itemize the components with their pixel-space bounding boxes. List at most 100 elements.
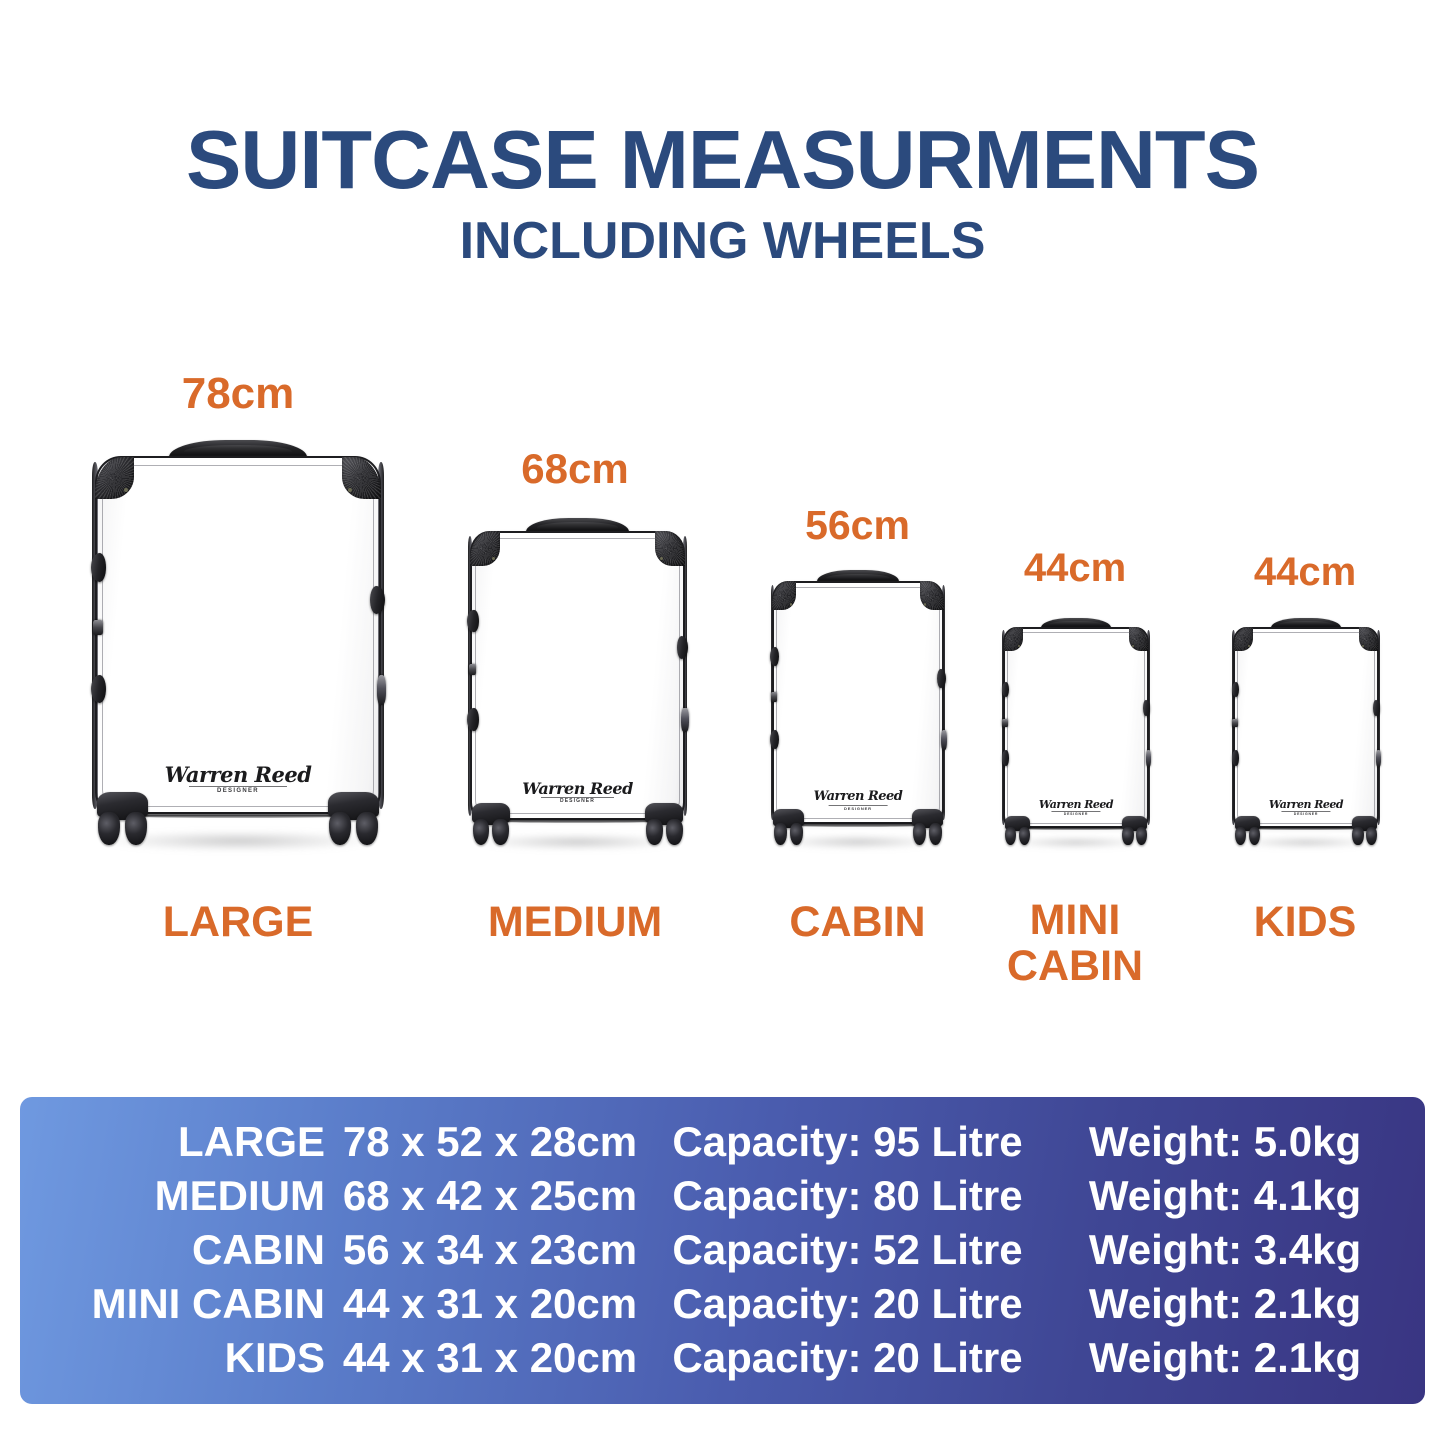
suitcase-name-kids: KIDS [1253,898,1357,946]
caster-wheel-left [1234,815,1261,845]
corner-protector-top-right-icon [1128,627,1149,652]
table-row: MINI CABIN 44 x 31 x 20cm Capacity: 20 L… [20,1283,1425,1337]
wheel-icon [912,822,927,845]
side-bumper-lower-left [769,729,779,749]
corner-protector-top-right-icon [920,581,944,611]
zipper-pull-icon [681,707,689,733]
shell-edge-left [468,535,473,816]
lock-icon [1002,719,1008,728]
wheel-icon [472,818,490,845]
suitcase-name-line1: LARGE [162,898,314,946]
shell-edge-left [1232,630,1235,825]
spec-table: LARGE 78 x 52 x 28cm Capacity: 95 Litre … [20,1097,1425,1404]
lock-icon [1232,719,1238,728]
side-bumper-right [1142,699,1151,716]
suitcase-image-mini-cabin[interactable]: Warren Reed DESIGNER [1000,618,1152,849]
shell-edge-right [682,535,687,816]
shell-base-strip [1242,826,1370,831]
wheel-icon [1018,826,1030,845]
zipper-pull-icon [376,674,387,706]
wheel-icon [1365,826,1377,845]
lock-icon [770,692,777,703]
table-row: CABIN 56 x 34 x 23cm Capacity: 52 Litre … [20,1229,1425,1283]
suitcase-slot-large[interactable]: 78cm Warren Reed DESIGNER [78,0,398,1000]
size-label-kids: 44cm [1253,550,1357,594]
table-row: LARGE 78 x 52 x 28cm Capacity: 95 Litre … [20,1121,1425,1175]
suitcase-slot-cabin[interactable]: 56cm Warren Reed DESIGNER [745,0,970,1000]
spec-name: KIDS [224,1334,325,1381]
top-handle [525,518,630,535]
suitcase-image-medium[interactable]: Warren Reed DESIGNER [465,518,690,850]
caster-wheel-left [471,802,510,845]
shell-edge-right [1147,630,1150,825]
side-bumper-lower-left [467,707,479,731]
corner-protector-top-left-icon [1003,627,1024,652]
spec-dims: 44 x 31 x 20cm [342,1334,638,1381]
spec-name: MEDIUM [154,1172,325,1219]
wheel-icon [789,822,804,845]
shell-edge-left [770,585,774,821]
caster-wheel-right [912,809,943,845]
side-bumper-right [937,669,947,689]
suitcase-slot-medium[interactable]: 68cm Warren Reed DESIGNER [440,0,710,1000]
side-bumper-right [370,585,385,615]
wheel-set [1000,815,1152,845]
suitcase-name-cabin: CABIN [789,899,925,946]
suitcase-name-line2: CABIN [1006,941,1144,990]
spec-dims: 56 x 34 x 23cm [342,1226,638,1273]
suitcase-shadow [478,833,677,850]
suitcase-slot-mini-cabin[interactable]: 44cm Warren Reed DESIGNER [985,0,1165,1000]
shell-edge-right [1377,630,1380,825]
zipper-pull-icon [941,729,947,751]
suitcase-shell [470,531,685,820]
wheel-icon [329,812,352,845]
spec-capacity: Capacity: 20 Litre [672,1280,1023,1327]
suitcase-image-cabin[interactable]: Warren Reed DESIGNER [768,570,948,850]
suitcase-image-kids[interactable]: Warren Reed DESIGNER [1230,618,1382,849]
corner-protector-top-left-icon [1233,627,1254,652]
suitcase-name-line1: MEDIUM [487,898,663,946]
caster-wheel-left [1004,815,1031,845]
spec-weight: Weight: 2.1kg [1088,1334,1362,1381]
spec-weight: Weight: 4.1kg [1088,1172,1362,1219]
suitcase-name-large: LARGE [162,898,314,946]
shell-base-strip [483,818,672,824]
top-handle [1271,618,1341,630]
suitcase-shadow [106,830,370,852]
suitcase-shell [95,457,381,814]
suitcase-shadow [1009,837,1143,849]
suitcase-name-line1: KIDS [1253,898,1357,946]
wheel-set [1230,815,1382,845]
wheel-icon [355,812,378,845]
shell-base-strip [112,811,364,819]
spec-weight: Weight: 3.4kg [1088,1226,1362,1273]
suitcase-image-large[interactable]: Warren Reed DESIGNER [88,440,388,852]
spec-dims: 68 x 42 x 25cm [342,1172,638,1219]
side-bumper-upper-left [1001,681,1010,698]
zipper-pull-icon [1146,749,1152,767]
wheel-icon [1122,826,1134,845]
spec-dims: 78 x 52 x 28cm [342,1118,638,1165]
size-label-cabin: 56cm [805,502,910,548]
wheel-icon [492,818,510,845]
caster-wheel-right [1121,815,1148,845]
suitcase-slot-kids[interactable]: 44cm Warren Reed DESIGNER [1215,0,1395,1000]
spec-capacity: Capacity: 95 Litre [672,1118,1023,1165]
spec-capacity: Capacity: 20 Litre [672,1334,1023,1381]
top-handle [169,440,307,462]
side-bumper-lower-left [1001,749,1010,766]
wheel-icon [98,812,121,845]
corner-protector-top-left-icon [772,581,796,611]
side-bumper-right [676,635,688,659]
wheel-icon [1352,826,1364,845]
shell-edge-right [942,585,946,821]
spec-capacity: Capacity: 52 Litre [672,1226,1023,1273]
zipper-pull-icon [1376,749,1382,767]
suitcase-name-mini-cabin: MINI CABIN [1006,897,1144,990]
caster-wheel-right [1351,815,1378,845]
lock-icon [92,620,103,635]
size-label-medium: 68cm [521,445,629,492]
page-title: SUITCASE MEASURMENTS [186,113,1260,206]
suitcase-shell [1233,627,1379,828]
top-handle [1041,618,1111,630]
